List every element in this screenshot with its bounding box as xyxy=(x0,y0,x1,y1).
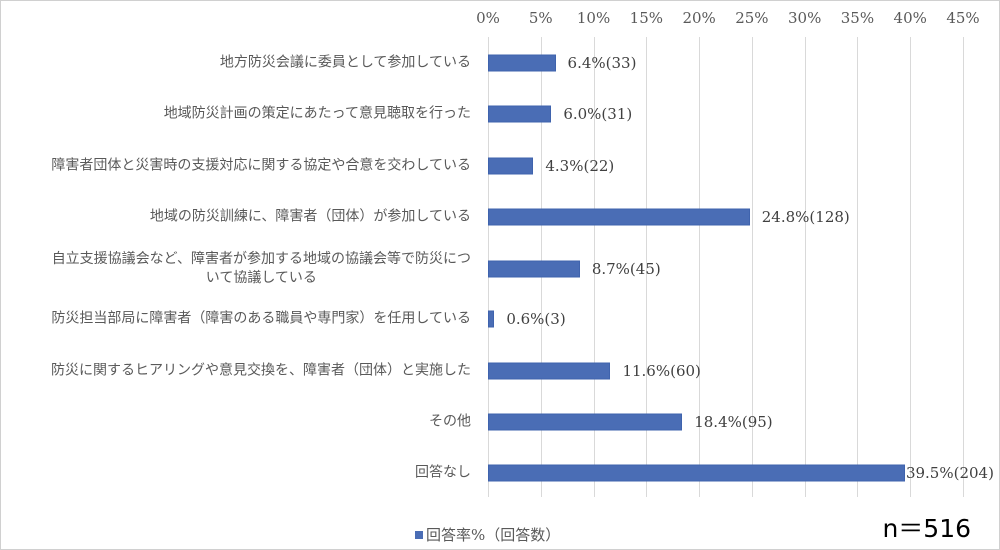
bar xyxy=(488,208,750,226)
gridline xyxy=(963,37,964,497)
category-label-line: その他 xyxy=(429,413,471,430)
category-label-line: 防災に関するヒアリングや意見交換を、障害者（団体）と実施した xyxy=(51,362,471,379)
gridline xyxy=(857,37,858,497)
category-label-line: いて協議している xyxy=(205,270,317,286)
bar xyxy=(488,362,611,380)
gridline xyxy=(910,37,911,497)
x-tick-label: 5% xyxy=(528,9,553,27)
category-label: 地域の防災訓練に、障害者（団体）が参加している xyxy=(150,208,471,227)
category-label: 障害者団体と災害時の支援対応に関する協定や合意を交わしている xyxy=(51,157,471,176)
category-label: 地方防災会議に委員として参加している xyxy=(220,54,471,73)
gridline xyxy=(752,37,753,497)
x-tick-label: 15% xyxy=(629,9,663,27)
category-label: その他 xyxy=(429,413,471,432)
gridline xyxy=(646,37,647,497)
category-label: 防災担当部局に障害者（障害のある職員や専門家）を任用している xyxy=(51,310,471,329)
category-label: 地域防災計画の策定にあたって意見聴取を行った xyxy=(164,105,471,124)
category-label-line: 障害者団体と災害時の支援対応に関する協定や合意を交わしている xyxy=(51,157,471,174)
gridline xyxy=(699,37,700,497)
bar-value-label: 39.5%(204) xyxy=(905,464,994,482)
gridline xyxy=(594,37,595,497)
gridline xyxy=(805,37,806,497)
sample-size-label: n＝516 xyxy=(882,514,971,543)
category-label: 防災に関するヒアリングや意見交換を、障害者（団体）と実施した xyxy=(51,362,471,381)
x-tick-label: 25% xyxy=(735,9,769,27)
bar-value-label: 6.0%(31) xyxy=(563,105,633,123)
bar-value-label: 8.7%(45) xyxy=(591,260,661,278)
bar xyxy=(488,54,556,72)
category-label: 自立支援協議会など、障害者が参加する地域の協議会等で防災につ いて協議している xyxy=(52,250,471,288)
bar xyxy=(488,464,905,482)
bar xyxy=(488,105,552,123)
category-label-line: 回答なし xyxy=(415,464,471,481)
bar-value-label: 4.3%(22) xyxy=(545,157,615,175)
x-tick-label: 10% xyxy=(576,9,611,27)
legend-swatch-icon xyxy=(415,530,423,539)
x-tick-label: 0% xyxy=(476,9,500,27)
category-label-line: 防災担当部局に障害者（障害のある職員や専門家）を任用している xyxy=(51,310,471,327)
category-label-line: 地域防災計画の策定にあたって意見聴取を行った xyxy=(163,105,471,122)
category-label-line: 地方防災会議に委員として参加している xyxy=(219,54,471,71)
bar-value-label: 0.6%(3) xyxy=(506,310,566,328)
x-tick-label: 20% xyxy=(682,9,716,27)
bar xyxy=(488,413,683,431)
legend-label: 回答率%（回答数） xyxy=(426,526,561,544)
bar-value-label: 11.6%(60) xyxy=(622,362,701,380)
category-label: 回答なし xyxy=(415,464,471,483)
category-label-line: 地域の防災訓練に、障害者（団体）が参加している xyxy=(149,208,471,225)
bar-value-label: 18.4%(95) xyxy=(694,413,773,431)
x-tick-label: 45% xyxy=(946,9,980,27)
bar xyxy=(488,310,495,328)
bar-value-label: 24.8%(128) xyxy=(761,208,850,226)
x-tick-label: 35% xyxy=(840,9,875,27)
x-tick-label: 30% xyxy=(787,9,822,27)
bar xyxy=(488,260,580,278)
legend: 回答率%（回答数） xyxy=(415,524,560,545)
bar xyxy=(488,157,534,175)
x-tick-label: 40% xyxy=(893,9,927,27)
category-label-line: 自立支援協議会など、障害者が参加する地域の協議会等で防災につ xyxy=(51,251,471,267)
bar-value-label: 6.4%(33) xyxy=(567,54,637,72)
